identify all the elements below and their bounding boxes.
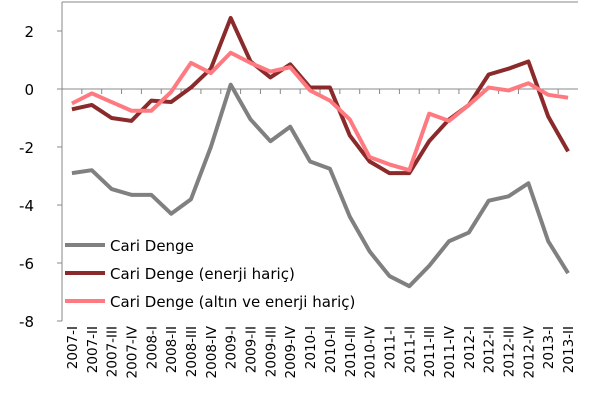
x-tick-label: 2012-IV <box>521 325 537 378</box>
x-tick-label: 2008-II <box>164 326 180 373</box>
legend-label: Cari Denge (enerji hariç) <box>110 265 295 283</box>
legend-label: Cari Denge (altın ve enerji hariç) <box>110 293 355 311</box>
x-tick-label: 2007-II <box>85 326 101 373</box>
line-series <box>71 50 569 173</box>
x-tick-label: 2011-IV <box>442 325 458 378</box>
x-tick-label: 2007-IV <box>124 325 140 378</box>
x-tick-label: 2010-III <box>343 326 359 377</box>
y-tick-label: -8 <box>19 313 34 331</box>
x-tick-label: 2013-II <box>561 326 577 373</box>
y-tick-label: -2 <box>19 139 34 157</box>
x-tick-label: 2007-I <box>65 326 81 369</box>
x-tick-label: 2011-II <box>402 326 418 373</box>
x-tick-label: 2010-I <box>303 326 319 369</box>
x-tick-label: 2013-I <box>541 326 557 369</box>
x-tick-label: 2009-IV <box>283 325 299 378</box>
y-tick-label: -6 <box>19 255 34 273</box>
line-series <box>71 82 570 289</box>
x-tick-label: 2009-III <box>263 326 279 377</box>
x-tick-label: 2012-II <box>482 326 498 373</box>
x-tick-label: 2011-I <box>382 326 398 369</box>
x-tick-label: 2010-II <box>323 326 339 373</box>
x-tick-label: 2012-I <box>462 326 478 369</box>
legend-label: Cari Denge <box>110 237 194 255</box>
x-tick-label: 2011-III <box>422 326 438 377</box>
y-tick-label: 2 <box>24 23 34 41</box>
x-tick-label: 2008-I <box>144 326 160 369</box>
x-tick-label: 2009-II <box>244 326 260 373</box>
y-tick-label: -4 <box>19 197 34 215</box>
x-tick-label: 2010-IV <box>363 325 379 378</box>
x-tick-label: 2007-III <box>105 326 121 377</box>
x-tick-label: 2012-III <box>502 326 518 377</box>
y-tick-label: 0 <box>24 81 34 99</box>
x-tick-label: 2008-IV <box>204 325 220 378</box>
line-series <box>71 15 570 176</box>
x-tick-label: 2008-III <box>184 326 200 377</box>
x-tick-label: 2009-I <box>224 326 240 369</box>
